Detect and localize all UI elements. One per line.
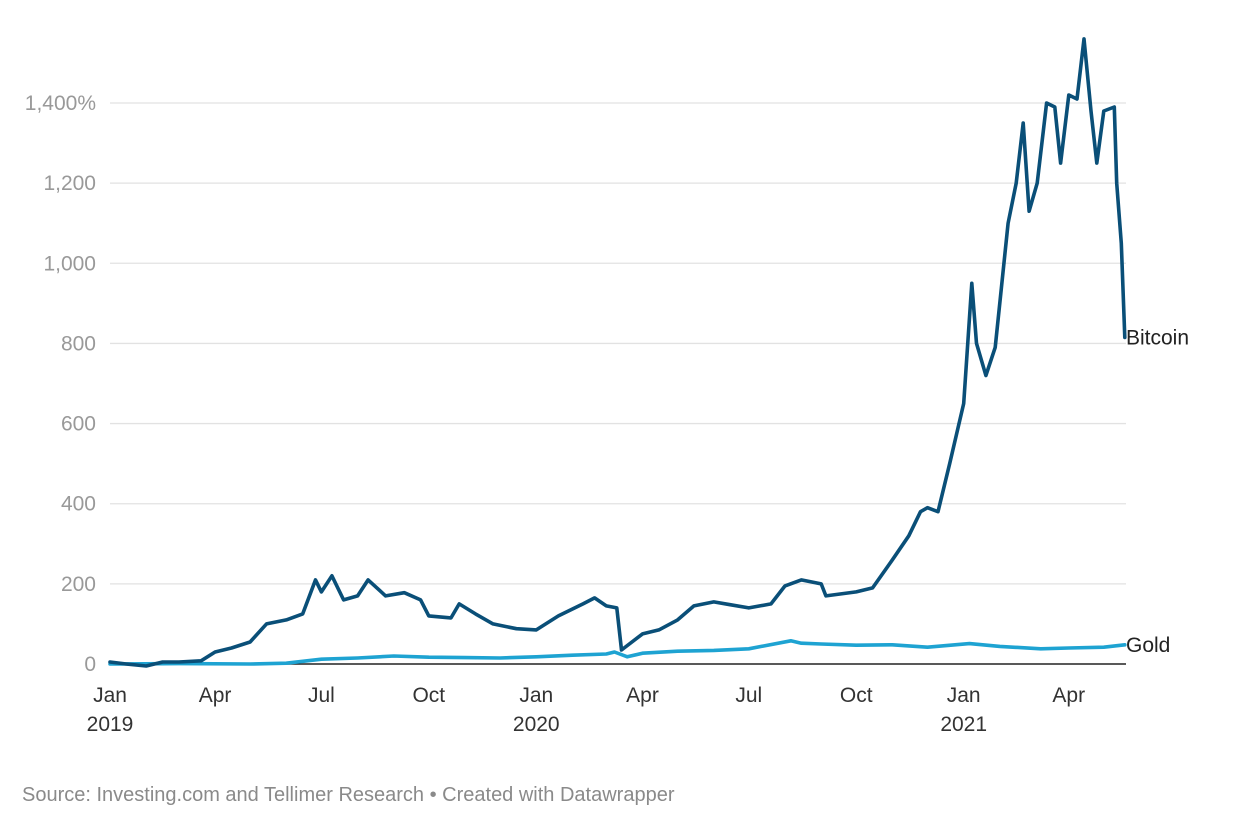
x-tick-label: Jan <box>947 684 981 707</box>
gridlines <box>110 102 1126 665</box>
series-line-bitcoin <box>108 37 1127 668</box>
y-axis-ticks: 0 200 400 600 800 1,000 1,200 1,400% <box>25 92 96 676</box>
y-tick-label: 0 <box>84 653 96 676</box>
x-tick-label: Oct <box>840 684 873 707</box>
chart-source-note: Source: Investing.com and Tellimer Resea… <box>22 784 675 806</box>
x-tick-label: Apr <box>626 684 659 707</box>
y-tick-label: 200 <box>61 573 96 596</box>
y-tick-label: 800 <box>61 332 96 355</box>
x-tick-label: Apr <box>199 684 232 707</box>
series-labels: Gold Bitcoin <box>1126 326 1189 656</box>
series-lines <box>108 37 1127 668</box>
y-tick-label: 600 <box>61 413 96 436</box>
y-tick-label: 1,400% <box>25 92 96 115</box>
x-tick-label: Jan <box>519 684 553 707</box>
x-tick-year-label: 2020 <box>513 713 560 736</box>
x-tick-label: Jul <box>735 684 762 707</box>
x-axis-ticks: Jan 2019 Apr Jul Oct Jan 2020 Apr Jul Oct Jan 2021 A… <box>87 684 1085 736</box>
x-tick-label: Oct <box>412 684 445 707</box>
series-line-gold <box>108 639 1127 666</box>
x-tick-year-label: 2021 <box>940 713 987 736</box>
x-tick-year-label: 2019 <box>87 713 134 736</box>
x-tick-label: Jan <box>93 684 127 707</box>
series-label-bitcoin: Bitcoin <box>1126 326 1189 349</box>
x-tick-label: Apr <box>1052 684 1085 707</box>
y-tick-label: 400 <box>61 493 96 516</box>
y-tick-label: 1,000 <box>43 252 96 275</box>
series-label-gold: Gold <box>1126 634 1170 657</box>
y-tick-label: 1,200 <box>43 172 96 195</box>
x-tick-label: Jul <box>308 684 335 707</box>
